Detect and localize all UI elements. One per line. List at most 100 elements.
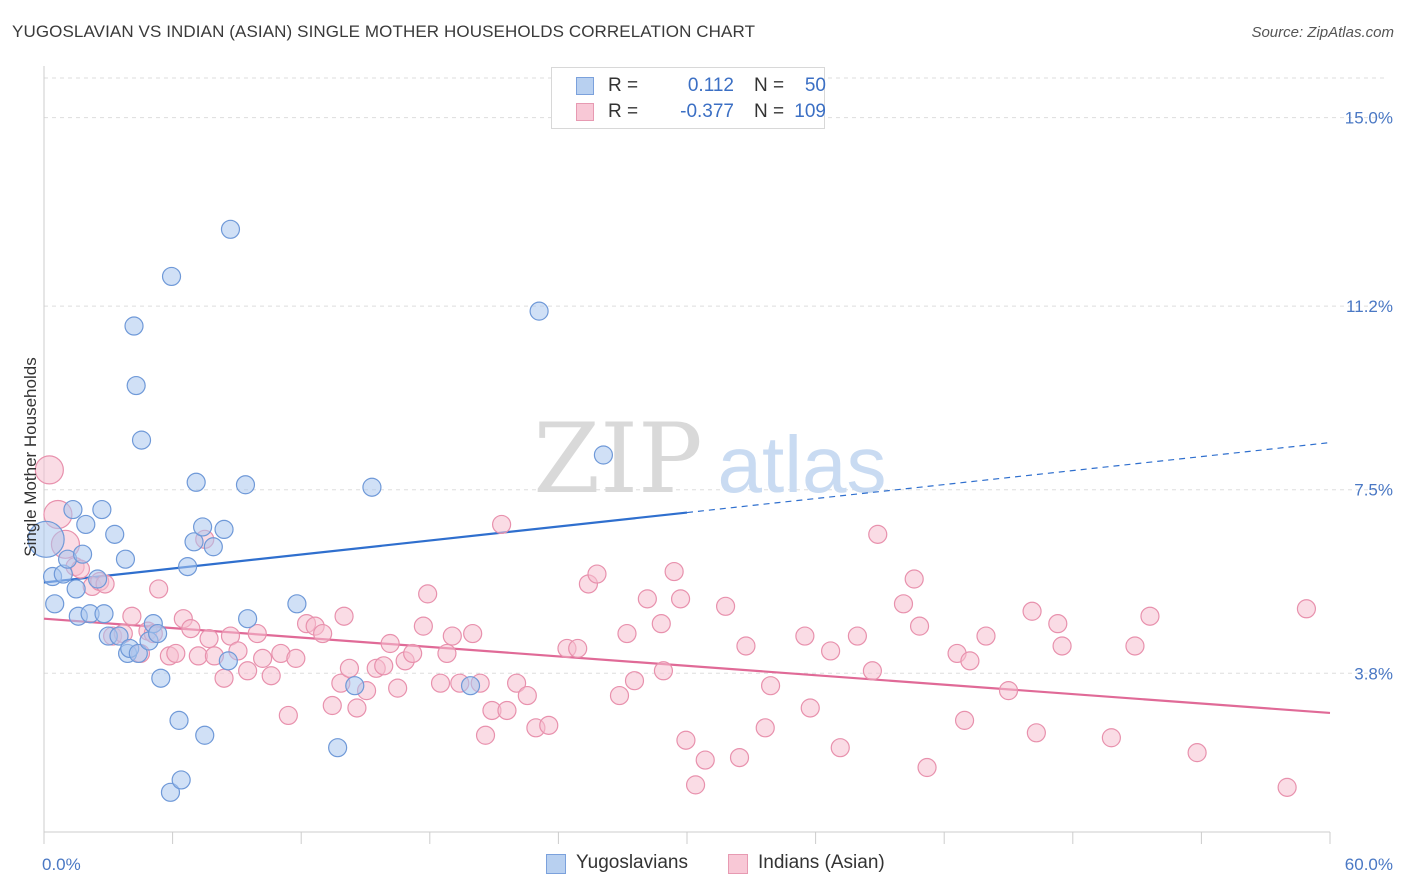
data-point-pink <box>437 643 457 664</box>
data-point-blue <box>169 710 189 730</box>
data-point-blue <box>328 738 348 758</box>
trend-line-blue <box>43 511 688 584</box>
data-point-blue <box>161 266 182 287</box>
data-point-blue <box>87 569 108 589</box>
axis-layer: 3.8% 7.5% 11.2% 15.0% 0.0% 60.0% <box>42 66 1393 874</box>
data-point-blue <box>218 651 238 671</box>
data-point-blue <box>195 725 215 745</box>
data-point-blue <box>184 532 204 552</box>
data-point-pink <box>517 685 537 706</box>
source-label: Source: ZipAtlas.com <box>1251 24 1394 41</box>
data-point-pink <box>1277 777 1297 797</box>
data-point-pink <box>463 623 483 644</box>
data-point-pink <box>1022 601 1042 621</box>
data-point-pink <box>670 589 691 609</box>
trend-line-extension-blue <box>686 442 1331 514</box>
data-point-pink <box>166 643 186 664</box>
data-point-pink <box>413 616 433 636</box>
data-point-pink <box>1125 636 1145 656</box>
watermark: ZIP atlas <box>533 403 886 515</box>
data-point-pink <box>893 594 914 614</box>
data-point-pink <box>313 623 333 644</box>
data-point-blue <box>287 594 307 614</box>
data-point-pink <box>862 661 882 681</box>
data-point-pink <box>917 757 937 778</box>
data-point-pink <box>322 695 342 716</box>
points-layer <box>27 219 1317 802</box>
legend-swatch-pink <box>728 854 748 874</box>
data-point-pink <box>795 626 815 646</box>
data-point-blue <box>131 430 152 450</box>
data-point-pink <box>664 561 684 582</box>
data-point-pink <box>430 673 451 693</box>
data-point-pink <box>34 455 64 485</box>
grid-layer <box>44 77 1386 674</box>
data-point-pink <box>247 623 267 644</box>
data-point-blue <box>193 517 213 537</box>
data-point-blue <box>109 626 129 646</box>
data-point-pink <box>587 564 607 584</box>
data-point-blue <box>178 557 198 577</box>
data-point-pink <box>1140 606 1160 626</box>
data-point-pink <box>729 747 750 768</box>
data-point-pink <box>998 681 1019 701</box>
data-point-pink <box>149 579 169 599</box>
data-point-blue <box>235 475 256 495</box>
r-label: R = <box>608 101 639 122</box>
data-point-blue <box>529 301 549 321</box>
r-label: R = <box>608 75 639 96</box>
data-point-pink <box>122 606 142 626</box>
data-point-blue <box>115 549 136 569</box>
data-point-pink <box>418 584 438 604</box>
legend-label: Indians (Asian) <box>758 852 885 873</box>
data-point-blue <box>147 623 168 644</box>
n-label: N = <box>754 75 785 96</box>
data-point-pink <box>624 671 645 691</box>
data-point-blue <box>220 219 241 239</box>
data-point-pink <box>334 606 354 626</box>
data-point-pink <box>507 673 527 693</box>
data-point-blue <box>214 519 234 540</box>
data-point-pink <box>821 641 841 661</box>
data-point-pink <box>278 705 298 726</box>
data-point-pink <box>339 658 360 678</box>
x-tick-label: 0.0% <box>42 855 81 874</box>
data-point-blue <box>124 316 144 336</box>
data-point-pink <box>847 626 867 646</box>
data-point-blue <box>160 782 181 802</box>
data-point-blue <box>94 604 114 624</box>
data-point-pink <box>238 661 258 681</box>
data-point-pink <box>1048 614 1068 634</box>
data-point-blue <box>126 375 146 396</box>
data-point-pink <box>442 626 462 646</box>
data-point-blue <box>63 499 83 520</box>
data-point-pink <box>954 710 975 730</box>
data-point-pink <box>475 725 496 745</box>
data-point-blue <box>66 579 86 599</box>
y-tick-label: 11.2% <box>1346 297 1393 316</box>
data-point-pink <box>347 698 367 718</box>
data-point-pink <box>286 648 306 668</box>
data-point-pink <box>380 633 400 654</box>
data-point-blue <box>105 524 125 544</box>
data-point-pink <box>651 614 671 634</box>
data-point-pink <box>568 638 588 659</box>
data-point-blue <box>72 544 93 564</box>
data-point-pink <box>492 514 512 535</box>
data-point-pink <box>755 718 775 738</box>
data-point-pink <box>800 698 820 718</box>
data-point-blue <box>92 499 112 520</box>
y-tick-label: 15.0% <box>1345 109 1393 128</box>
data-point-blue <box>238 609 258 629</box>
data-point-pink <box>976 626 996 646</box>
data-point-pink <box>1187 743 1207 763</box>
y-axis-title: Single Mother Households <box>21 357 40 556</box>
data-point-pink <box>1296 599 1317 619</box>
data-point-blue <box>171 770 191 790</box>
legend-swatch-blue <box>546 854 566 874</box>
data-point-pink <box>374 656 394 676</box>
data-point-blue <box>45 594 65 614</box>
watermark-zip: ZIP <box>533 403 702 515</box>
data-point-pink <box>685 775 706 795</box>
legend-swatch-blue <box>576 77 594 95</box>
